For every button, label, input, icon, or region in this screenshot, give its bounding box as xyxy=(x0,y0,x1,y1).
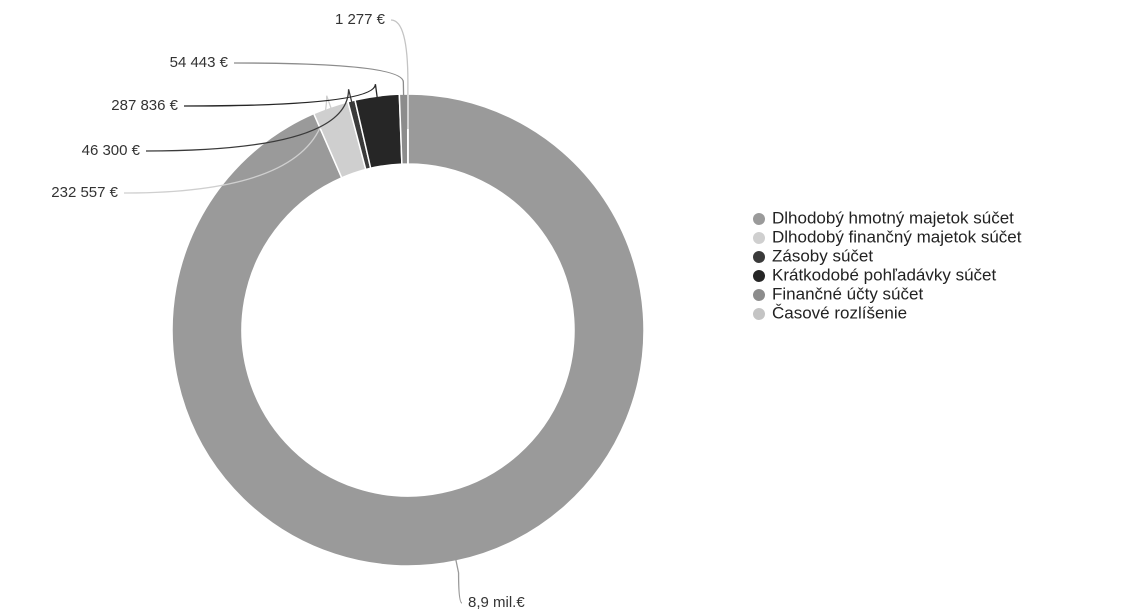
legend-marker xyxy=(753,213,765,225)
data-label: 287 836 € xyxy=(111,97,178,114)
leader-line xyxy=(123,95,343,194)
leader-line xyxy=(390,19,409,130)
legend-marker xyxy=(753,308,765,320)
legend-label: Zásoby súčet xyxy=(772,246,873,265)
legend-marker xyxy=(753,270,765,282)
legend-label: Dlhodobý finančný majetok súčet xyxy=(772,227,1022,246)
data-label: 232 557 € xyxy=(51,184,118,201)
legend-label: Časové rozlíšenie xyxy=(772,303,907,322)
data-label: 1 277 € xyxy=(335,11,386,28)
data-label: 46 300 € xyxy=(82,142,141,159)
legend-label: Krátkodobé pohľadávky súčet xyxy=(772,265,996,284)
legend-marker xyxy=(753,232,765,244)
legend-label: Finančné účty súčet xyxy=(772,284,923,303)
legend-label: Dlhodobý hmotný majetok súčet xyxy=(772,208,1014,227)
leader-line xyxy=(448,526,463,604)
data-label: 54 443 € xyxy=(170,54,229,71)
donut-slice xyxy=(171,93,645,567)
leader-line xyxy=(233,62,405,130)
legend-marker xyxy=(753,251,765,263)
leader-line xyxy=(183,84,383,131)
legend-marker xyxy=(753,289,765,301)
data-label: 8,9 mil.€ xyxy=(468,594,525,611)
